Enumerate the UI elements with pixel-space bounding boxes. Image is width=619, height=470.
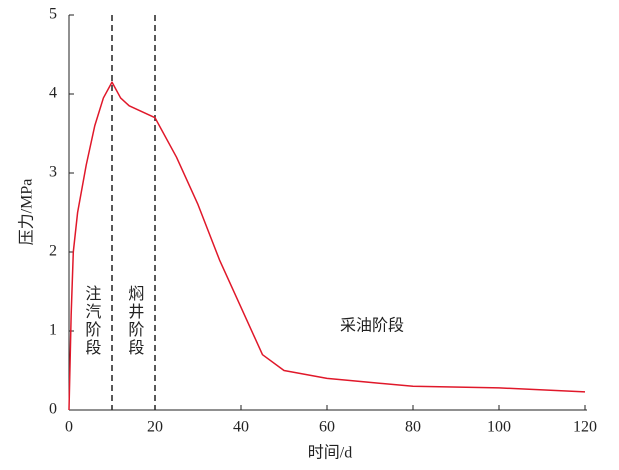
x-axis-label: 时间/d	[308, 444, 352, 462]
phase-label: 焖井阶段	[125, 285, 144, 357]
data-line	[68, 81, 586, 411]
x-tick-label: 80	[405, 419, 421, 436]
x-tick-label: 20	[147, 419, 163, 436]
y-tick-label: 3	[49, 164, 57, 181]
y-tick-label: 2	[49, 243, 57, 260]
x-tick-label: 100	[487, 419, 511, 436]
y-tick-label: 5	[49, 6, 57, 23]
y-tick-label: 0	[49, 401, 57, 418]
y-axis-label: 压力/MPa	[18, 179, 36, 246]
y-tick-label: 4	[49, 85, 57, 102]
x-tick-label: 0	[65, 419, 73, 436]
x-tick-label: 120	[573, 419, 597, 436]
phase-label: 采油阶段	[340, 317, 404, 335]
phase-label: 注汽阶段	[82, 285, 101, 357]
y-tick-label: 1	[49, 322, 57, 339]
x-tick-label: 40	[233, 419, 249, 436]
x-tick-label: 60	[319, 419, 335, 436]
